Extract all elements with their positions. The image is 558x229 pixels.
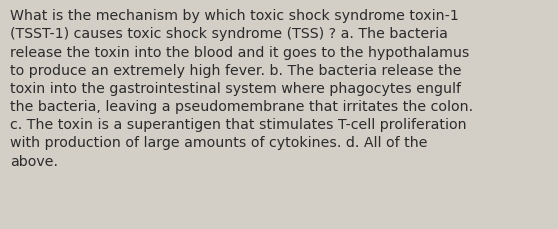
Text: What is the mechanism by which toxic shock syndrome toxin-1
(TSST-1) causes toxi: What is the mechanism by which toxic sho…	[10, 9, 473, 168]
